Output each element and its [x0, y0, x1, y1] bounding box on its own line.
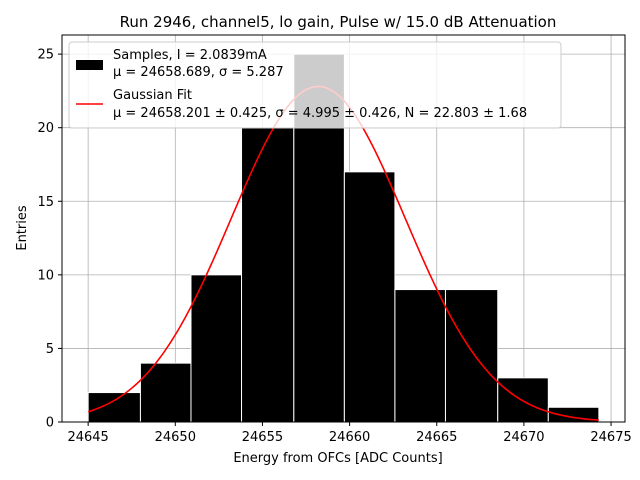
legend-box	[68, 41, 562, 129]
x-tick-label: 24655	[242, 430, 283, 445]
y-axis-ticks: 0 5 10 15 20 25	[37, 48, 62, 431]
y-tick-label: 15	[37, 195, 54, 210]
y-tick-label: 20	[37, 121, 54, 136]
x-tick-label: 24675	[590, 430, 631, 445]
histogram-bar	[190, 274, 243, 423]
legend: Samples, I = 2.0839mA μ = 24658.689, σ =…	[68, 41, 562, 129]
y-tick-label: 0	[46, 416, 54, 431]
x-tick-label: 24645	[67, 430, 108, 445]
y-tick-label: 25	[37, 48, 54, 63]
x-axis-ticks: 24645 24650 24655 24660 24665 24670 24675	[67, 422, 632, 445]
y-axis-label: Entries	[15, 205, 30, 251]
legend-histogram-stats: μ = 24658.689, σ = 5.287	[113, 65, 284, 80]
y-tick-label: 10	[37, 268, 54, 283]
histogram-bar	[394, 289, 446, 423]
x-tick-label: 24660	[329, 430, 370, 445]
histogram-bar	[241, 127, 295, 423]
x-tick-label: 24670	[503, 430, 544, 445]
chart-title: Run 2946, channel5, lo gain, Pulse w/ 15…	[120, 13, 557, 31]
histogram-bar	[343, 171, 396, 423]
histogram-bar	[497, 377, 549, 423]
legend-fit-name: Gaussian Fit	[113, 88, 192, 103]
legend-fit-stats: μ = 24658.201 ± 0.425, σ = 4.995 ± 0.426…	[113, 106, 527, 121]
legend-histogram-swatch	[76, 60, 103, 70]
x-tick-label: 24665	[416, 430, 457, 445]
x-axis-label: Energy from OFCs [ADC Counts]	[233, 451, 442, 466]
y-tick-label: 5	[46, 342, 54, 357]
legend-histogram-name: Samples, I = 2.0839mA	[113, 48, 267, 63]
histogram-bar	[444, 289, 499, 423]
histogram-bar	[87, 392, 141, 423]
plot-frame	[61, 34, 626, 423]
x-tick-label: 24650	[155, 430, 196, 445]
